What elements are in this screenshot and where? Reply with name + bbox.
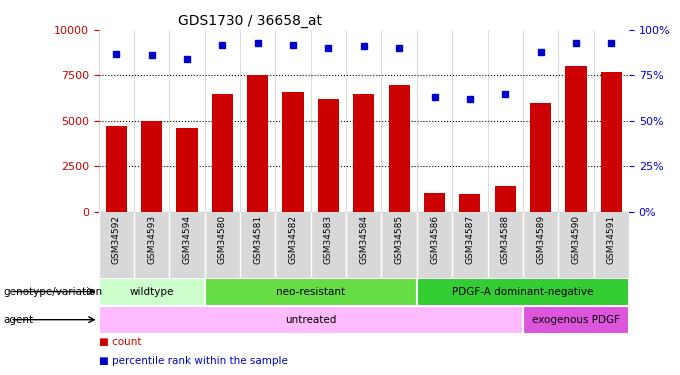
Text: GSM34592: GSM34592 — [112, 215, 121, 264]
Text: GSM34590: GSM34590 — [571, 215, 581, 264]
Bar — [282, 92, 304, 212]
Text: GSM34580: GSM34580 — [218, 215, 227, 264]
Bar — [523, 306, 629, 334]
Text: PDGF-A dominant-negative: PDGF-A dominant-negative — [452, 286, 594, 297]
Bar — [388, 85, 410, 212]
Bar — [247, 75, 269, 212]
Bar — [494, 186, 516, 212]
Text: ■ percentile rank within the sample: ■ percentile rank within the sample — [99, 356, 288, 366]
Bar — [141, 121, 163, 212]
Bar — [565, 66, 587, 212]
Text: GSM34582: GSM34582 — [288, 215, 298, 264]
Text: GSM34583: GSM34583 — [324, 215, 333, 264]
Text: GSM34591: GSM34591 — [607, 215, 616, 264]
Text: GSM34584: GSM34584 — [359, 215, 369, 264]
Text: neo-resistant: neo-resistant — [276, 286, 345, 297]
Text: agent: agent — [3, 315, 33, 325]
Text: ■ count: ■ count — [99, 338, 141, 348]
Bar — [459, 194, 481, 212]
Bar — [205, 278, 417, 306]
Bar — [99, 278, 205, 306]
Text: GSM34593: GSM34593 — [147, 215, 156, 264]
Text: GSM34588: GSM34588 — [500, 215, 510, 264]
Text: GSM34589: GSM34589 — [536, 215, 545, 264]
Text: GSM34585: GSM34585 — [394, 215, 404, 264]
Bar — [99, 306, 523, 334]
Bar — [424, 193, 445, 212]
Text: GSM34594: GSM34594 — [182, 215, 192, 264]
Bar — [353, 94, 375, 212]
Text: untreated: untreated — [285, 315, 337, 325]
Text: exogenous PDGF: exogenous PDGF — [532, 315, 620, 325]
Bar — [600, 72, 622, 212]
Bar — [318, 99, 339, 212]
Text: wildtype: wildtype — [129, 286, 174, 297]
Text: GSM34586: GSM34586 — [430, 215, 439, 264]
Bar — [105, 126, 127, 212]
Text: GDS1730 / 36658_at: GDS1730 / 36658_at — [178, 13, 322, 28]
Text: GSM34581: GSM34581 — [253, 215, 262, 264]
Text: GSM34587: GSM34587 — [465, 215, 475, 264]
Text: genotype/variation: genotype/variation — [3, 286, 103, 297]
Bar — [530, 103, 551, 212]
Bar — [417, 278, 629, 306]
Bar — [176, 128, 198, 212]
Bar — [211, 94, 233, 212]
